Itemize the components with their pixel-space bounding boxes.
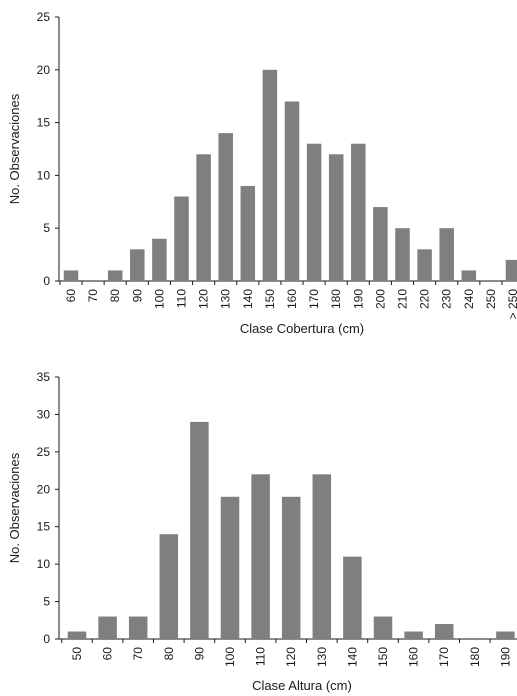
x-tick-label: 60 [101,647,115,661]
bar-140 [343,556,362,639]
bar-170 [434,624,454,639]
bar-230 [439,228,454,281]
bar-180 [328,154,344,281]
x-tick-label: 120 [284,647,298,667]
y-tick-label: 35 [37,370,51,384]
x-tick-label: 220 [418,289,432,309]
bar-150 [262,69,278,281]
bar-100 [220,496,240,639]
y-tick-label: 5 [43,595,50,609]
bar-60 [98,616,117,639]
x-tick-label: 190 [351,289,365,309]
x-tick-label: 140 [241,289,255,309]
x-axis-title: Clase Cobertura (cm) [240,321,364,336]
bar-140 [240,185,256,281]
x-tick-label: 70 [86,289,100,303]
altura-histogram: 0 5 10 15 20 25 30 35 50 60 70 80 90 100 110 120 130 140 1… [7,370,517,693]
x-tick-label: 180 [468,647,482,667]
x-tick-label: 110 [175,289,189,308]
bar-210 [395,228,410,281]
bar-80 [107,270,123,281]
bar-100 [152,238,167,281]
y-tick-label: 30 [37,407,51,421]
x-tick-label: 100 [152,289,166,309]
bar-120 [196,154,211,281]
bar-220 [417,249,432,281]
x-tick-label: 70 [131,647,145,661]
x-tick-label: 90 [192,647,206,661]
x-tick-label: 200 [373,289,387,309]
y-tick-label: 20 [37,482,51,496]
y-tick-label: 15 [37,116,51,130]
bar-170 [306,143,322,281]
x-tick-label: 60 [64,289,78,303]
bar-90 [130,249,145,281]
bar-160 [284,101,300,281]
x-tick-label: 190 [498,647,512,667]
x-tick-label: 90 [130,289,144,303]
bar-70 [128,616,148,639]
x-tick-label: 230 [440,289,454,309]
bar-60 [63,270,79,281]
bar-240 [461,270,477,281]
bar-190 [351,143,366,281]
bar-90 [190,421,209,639]
y-tick-label: 0 [43,632,50,646]
x-tick-label: 160 [285,289,299,309]
x-tick-label: 110 [254,647,268,666]
bar-200 [373,207,388,281]
y-tick-label: 5 [43,221,50,235]
x-axis-title: Clase Altura (cm) [252,678,352,693]
cobertura-histogram: 0 5 10 15 20 25 60 70 80 90 100 110 120 130 140 150 160 1… [7,10,517,336]
bar-130 [312,474,332,639]
x-tick-label: 210 [396,289,410,309]
y-tick-label: 20 [37,63,51,77]
x-tick-label: > 250 [506,289,517,320]
y-tick-label: 15 [37,520,51,534]
x-tick-label: 150 [376,647,390,667]
bar-130 [218,133,233,281]
y-tick-label: 25 [37,10,51,24]
x-tick-label: 80 [108,289,122,303]
bar-120 [281,496,301,639]
x-tick-label: 240 [462,289,476,309]
y-tick-label: 0 [43,274,50,288]
x-tick-label: 170 [307,289,321,309]
y-tick-label: 10 [37,557,51,571]
y-tick-label: 10 [37,168,51,182]
x-tick-label: 100 [223,647,237,667]
y-axis-title: No. Observaciones [7,93,22,204]
x-tick-label: 250 [484,289,498,309]
x-tick-label: 130 [315,647,329,667]
bar-250 [505,259,517,281]
bar-110 [174,196,189,281]
x-tick-label: 120 [197,289,211,309]
bar-80 [159,534,179,639]
y-axis-title: No. Observaciones [7,452,22,563]
bar-160 [404,631,423,639]
x-tick-label: 170 [437,647,451,667]
x-tick-label: 180 [329,289,343,309]
bar-50 [67,631,87,639]
bar-110 [251,474,270,639]
x-tick-label: 150 [263,289,277,309]
y-tick-label: 25 [37,445,51,459]
x-tick-label: 130 [219,289,233,309]
x-tick-label: 80 [162,647,176,661]
bar-190 [496,631,515,639]
x-tick-label: 140 [345,647,359,667]
x-tick-label: 160 [407,647,421,667]
bar-150 [373,616,393,639]
x-tick-label: 50 [70,647,84,661]
